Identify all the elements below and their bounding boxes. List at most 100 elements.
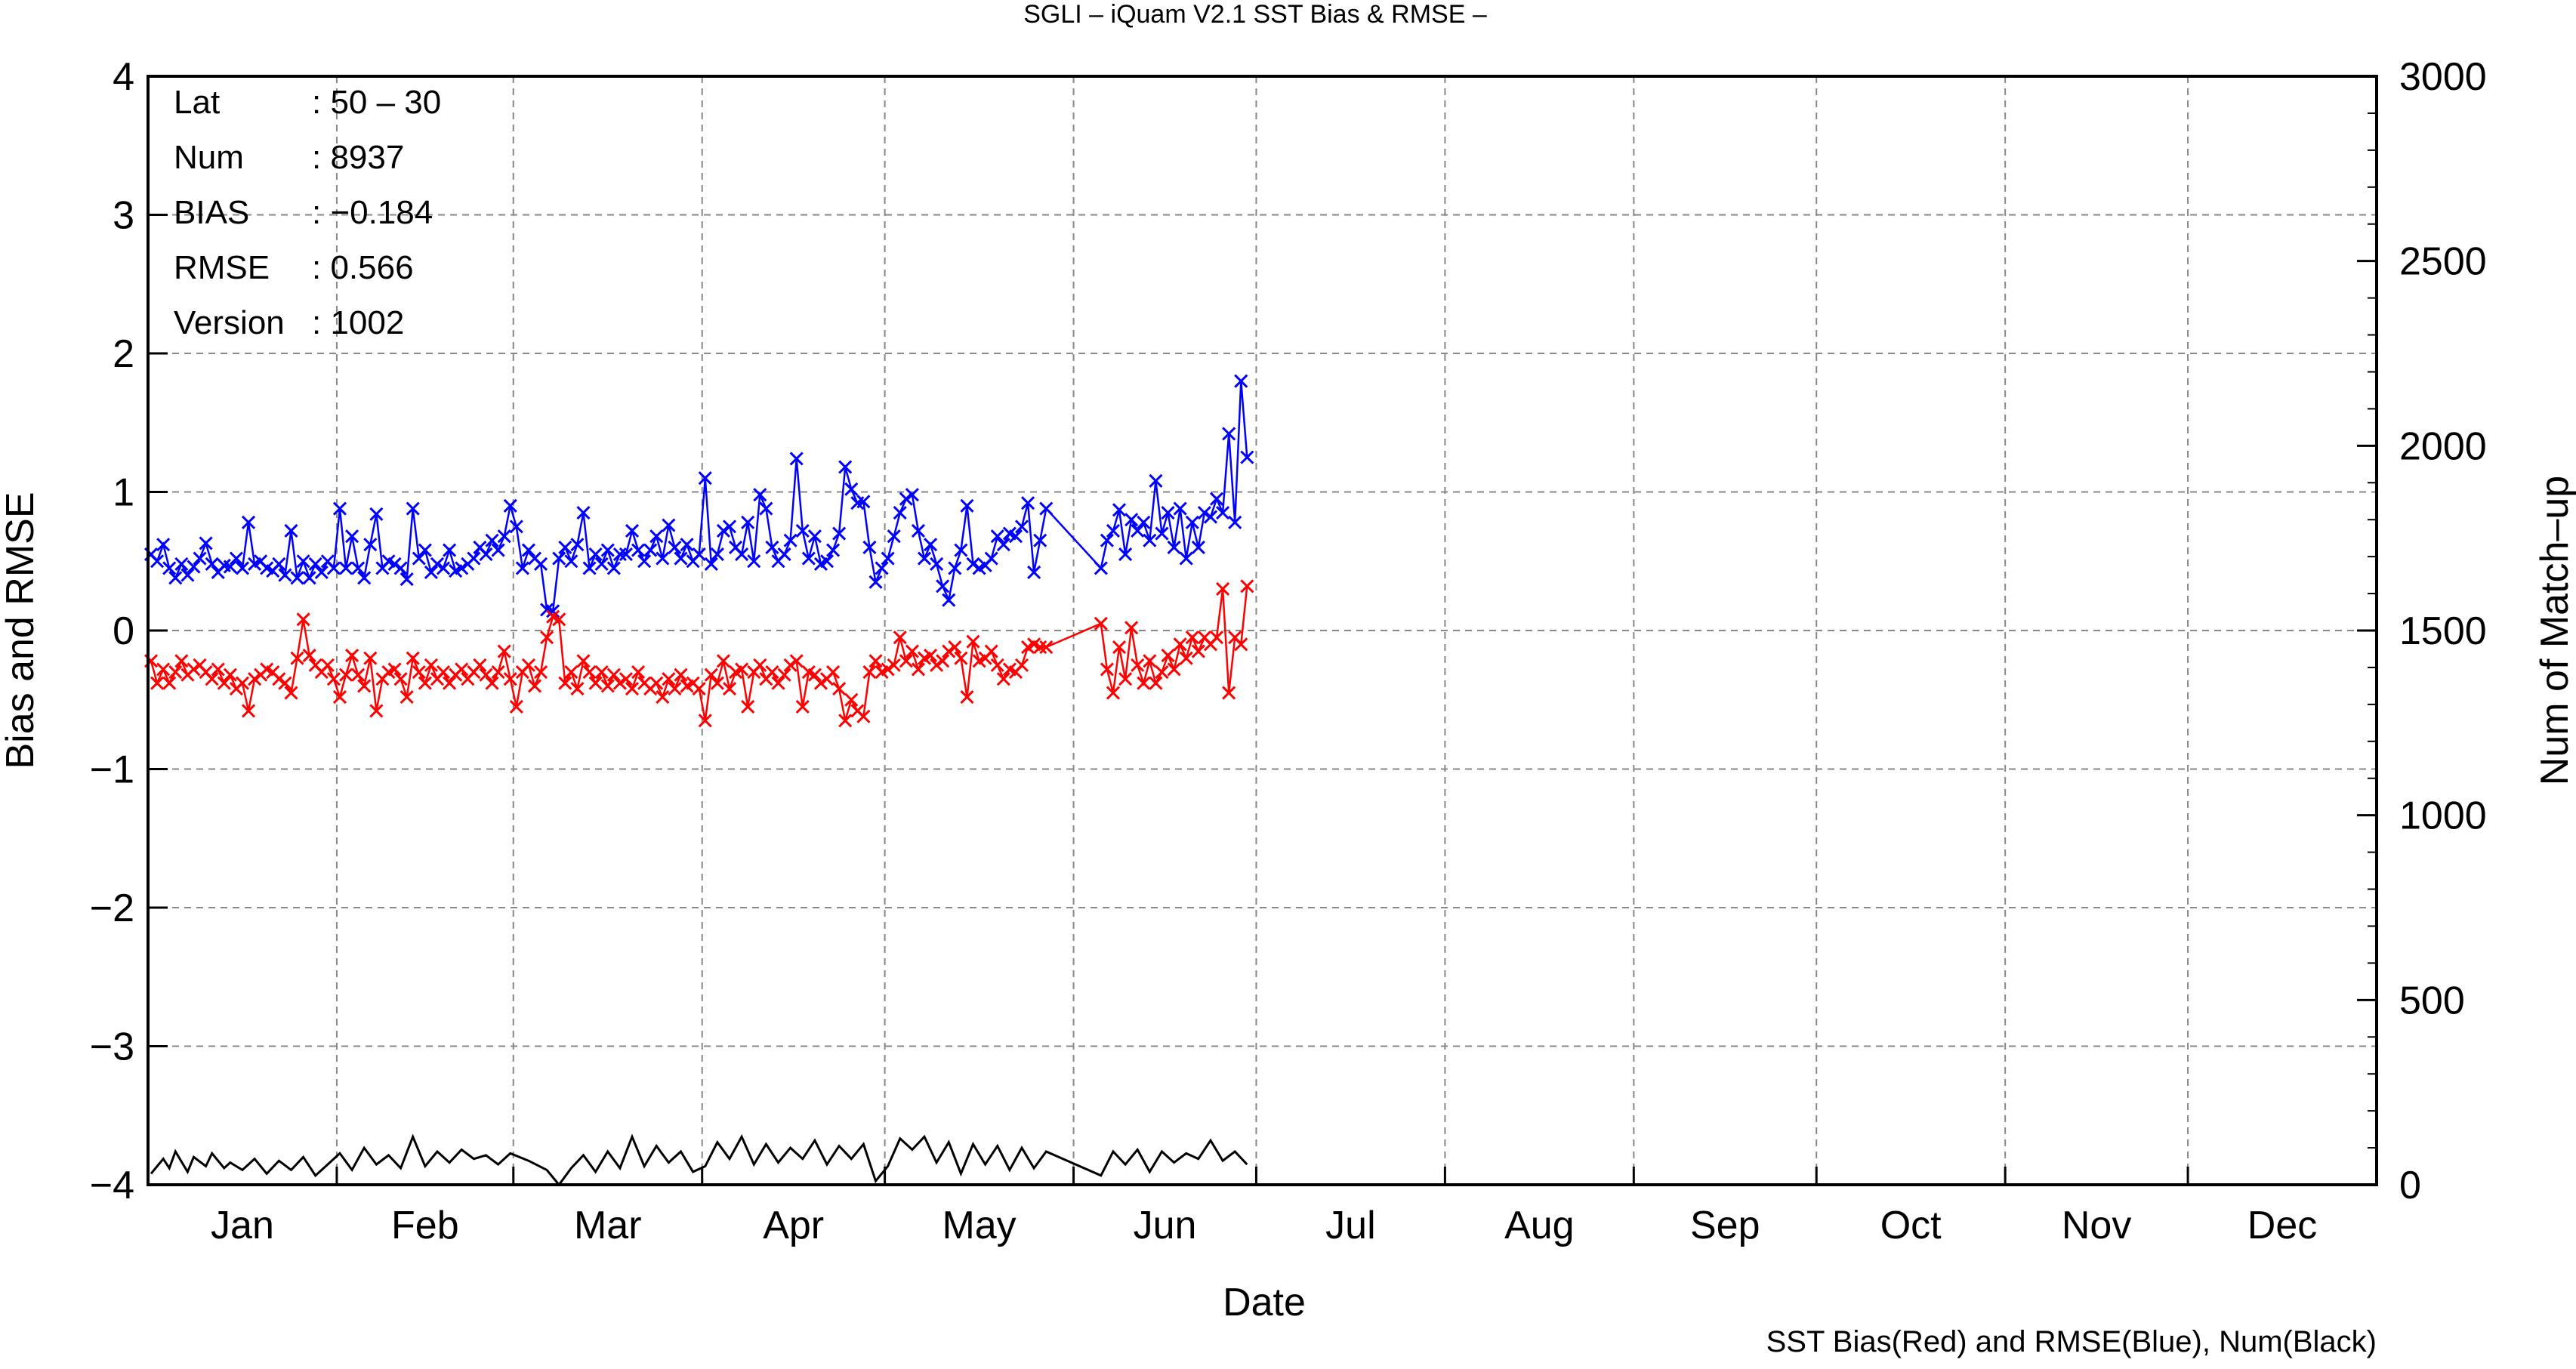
rmse-point	[351, 561, 366, 575]
rmse-point	[1027, 565, 1041, 579]
bias-point	[296, 612, 310, 627]
y-tick-label: −2	[90, 886, 134, 930]
bias-point	[619, 672, 633, 686]
y2-tick-label: 500	[2399, 979, 2465, 1022]
rmse-point	[156, 538, 171, 552]
rmse-point	[412, 551, 426, 566]
bias-point	[290, 651, 304, 665]
rmse-point	[838, 460, 853, 474]
bias-point	[838, 714, 853, 728]
month-label: Jul	[1325, 1204, 1375, 1247]
rmse-point	[1106, 523, 1121, 538]
bias-point	[174, 654, 189, 668]
rmse-point	[162, 561, 177, 575]
rmse-point	[801, 551, 816, 566]
rmse-point	[984, 551, 998, 566]
rmse-point	[606, 561, 621, 575]
bias-point	[521, 658, 535, 672]
rmse-point	[826, 543, 841, 557]
bias-point	[503, 672, 517, 686]
bias-point	[1209, 631, 1224, 645]
stat-label: BIAS	[174, 194, 249, 231]
rmse-point	[612, 547, 627, 562]
bias-point	[924, 648, 938, 663]
rmse-point	[1161, 505, 1175, 520]
rmse-point	[631, 543, 646, 557]
rmse-point	[930, 557, 944, 571]
bias-point	[1234, 637, 1248, 652]
stat-value: : −0.184	[312, 194, 433, 231]
rmse-point	[637, 554, 652, 569]
rmse-point	[400, 572, 414, 587]
rmse-point	[765, 540, 779, 554]
rmse-point	[594, 557, 609, 571]
rmse-point	[1014, 520, 1029, 534]
bias-point	[844, 692, 859, 707]
bias-point	[363, 651, 378, 665]
rmse-point	[704, 557, 718, 571]
bias-point	[570, 682, 585, 696]
month-label: Sep	[1690, 1204, 1760, 1247]
bias-point	[223, 668, 237, 682]
rmse-point	[1124, 513, 1139, 527]
stat-value: : 0.566	[312, 249, 414, 286]
bias-point	[881, 662, 895, 677]
bias-point	[211, 662, 225, 677]
rmse-point	[924, 538, 938, 552]
bias-point	[594, 664, 609, 680]
bias-point	[162, 676, 177, 690]
month-label: Jan	[211, 1204, 274, 1247]
bias-point	[600, 679, 615, 693]
rmse-point	[844, 482, 859, 496]
rmse-point	[485, 533, 499, 547]
rmse-point	[193, 551, 207, 566]
bias-point	[1149, 676, 1163, 690]
x-axis: Jan Feb Mar Apr May Jun Jul Aug Sep Oct Nov Dec	[211, 1167, 2317, 1247]
y2-tick-label: 1500	[2399, 609, 2487, 653]
bias-point	[649, 676, 664, 690]
bias-point	[1216, 581, 1230, 597]
rmse-point	[990, 529, 1004, 544]
rmse-point	[588, 547, 603, 562]
rmse-point	[1118, 547, 1133, 562]
bias-point	[393, 672, 408, 686]
bias-point	[1118, 672, 1133, 686]
bias-point	[832, 682, 847, 696]
rmse-point	[418, 543, 432, 557]
bias-point	[1094, 616, 1108, 631]
rmse-point	[503, 498, 517, 513]
bias-point	[588, 676, 603, 690]
rmse-point	[332, 501, 347, 516]
rmse-point	[363, 538, 378, 552]
rmse-point	[1167, 540, 1181, 554]
bias-point	[491, 664, 505, 680]
bias-point	[862, 664, 877, 680]
y2-axis-label: Num of Match–up	[2533, 476, 2576, 785]
bias-point	[948, 640, 962, 655]
bias-point	[698, 714, 712, 728]
bias-point	[479, 668, 493, 682]
rmse-point	[174, 557, 189, 571]
rmse-point	[1209, 492, 1224, 506]
y2-tick-label: 3000	[2399, 55, 2487, 99]
stat-label: RMSE	[174, 249, 270, 286]
num-series	[150, 1133, 1248, 1187]
bias-point	[1039, 640, 1054, 655]
bias-point	[473, 658, 487, 672]
rmse-point	[722, 520, 737, 534]
rmse-point	[710, 547, 724, 562]
bias-point	[795, 699, 810, 714]
bias-point	[765, 664, 779, 680]
rmse-point	[875, 561, 889, 575]
rmse-point	[954, 543, 968, 557]
rmse-point	[552, 551, 566, 566]
rmse-point	[1173, 501, 1187, 516]
bias-point	[320, 658, 335, 672]
rmse-point	[680, 538, 694, 552]
rmse-point	[314, 565, 329, 579]
rmse-point	[893, 505, 907, 520]
month-label: Nov	[2062, 1204, 2131, 1247]
rmse-point	[649, 529, 664, 544]
rmse-point	[1234, 374, 1248, 388]
bias-point	[497, 644, 511, 658]
